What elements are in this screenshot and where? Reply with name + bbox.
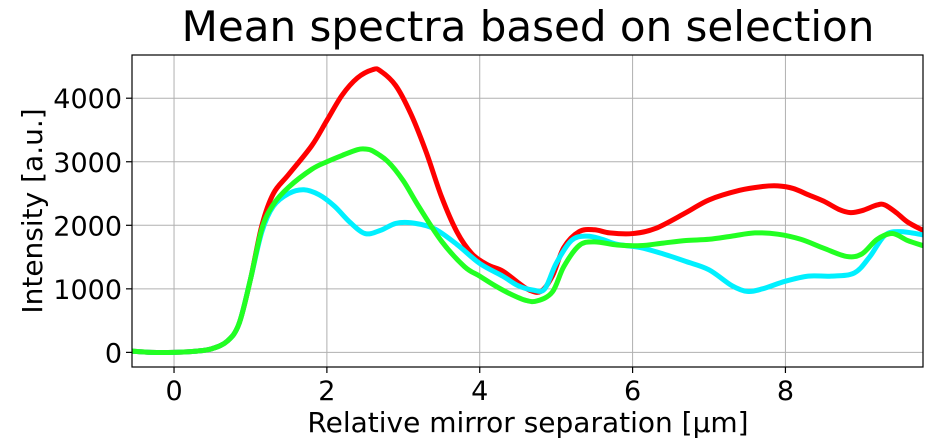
chart-title: Mean spectra based on selection: [182, 2, 875, 51]
grid: [132, 55, 923, 367]
x-tick-label: 4: [471, 376, 488, 407]
y-tick-label: 4000: [53, 84, 122, 115]
x-tick-label: 6: [624, 376, 641, 407]
plot-frame: [131, 54, 924, 368]
y-tick-label: 0: [105, 338, 122, 369]
y-tick-label: 2000: [53, 211, 122, 242]
y-axis-label: Intensity [a.u.]: [16, 108, 49, 313]
series-layer: [132, 66, 923, 356]
y-tick-label: 1000: [53, 275, 122, 306]
ticks: 0 2 4 6 8 0 1000 2000 3000 4000: [53, 84, 794, 407]
x-tick-label: 2: [318, 376, 335, 407]
y-tick-label: 3000: [53, 148, 122, 179]
series-line-green: [132, 146, 923, 356]
x-axis-label: Relative mirror separation [μm]: [307, 406, 748, 439]
x-tick-label: 8: [777, 376, 794, 407]
series-line-red: [132, 66, 923, 356]
x-tick-label: 0: [165, 376, 182, 407]
